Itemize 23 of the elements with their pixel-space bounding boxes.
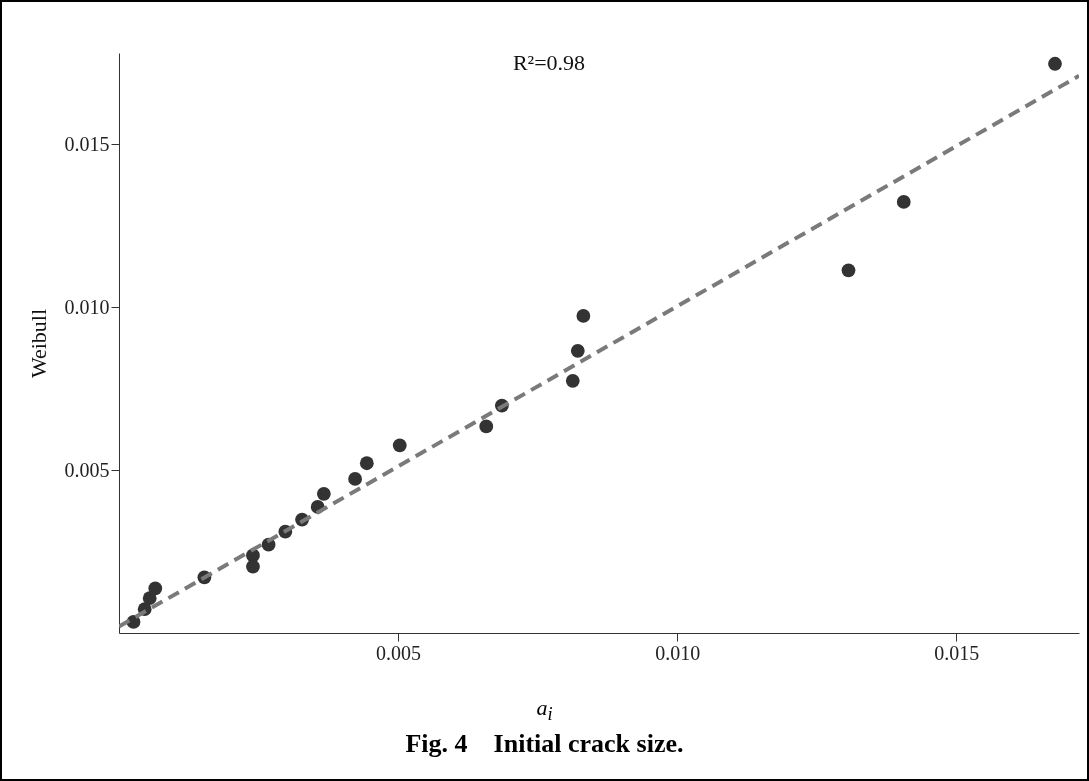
- point: [841, 263, 856, 278]
- annotation: R²=0.98: [512, 50, 586, 75]
- y-tick-label: 0.005: [64, 458, 110, 481]
- y-tick-label: 0.015: [64, 132, 110, 155]
- point: [392, 438, 407, 453]
- point: [1048, 56, 1062, 71]
- point: [316, 486, 331, 501]
- x-tick-label: 0.015: [934, 641, 980, 664]
- x-axis-title: a$_{i}$: [535, 695, 554, 726]
- y-tick-label: 0.010: [64, 295, 110, 318]
- point: [565, 373, 580, 388]
- y-axis-title: Weibull: [25, 308, 51, 379]
- point: [896, 195, 911, 209]
- point: [148, 581, 163, 596]
- point: [359, 456, 374, 471]
- point: [570, 343, 585, 358]
- point: [246, 559, 260, 574]
- x-tick-label: 0.010: [655, 641, 701, 664]
- x-tick-label: 0.005: [376, 641, 422, 664]
- point: [576, 309, 591, 323]
- point: [479, 419, 494, 434]
- caption: Fig. 4 Initial crack size.: [404, 729, 685, 759]
- point: [348, 472, 362, 486]
